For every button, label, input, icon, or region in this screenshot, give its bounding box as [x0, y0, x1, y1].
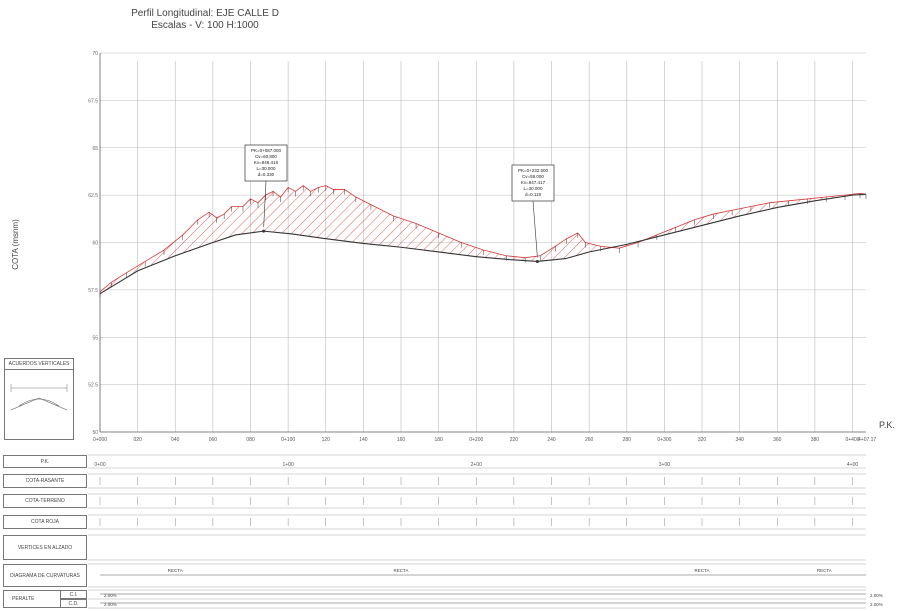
x-tick-label: 320: [698, 437, 707, 443]
data-table: 0+00 1+00 2+00 3+00 4+00 RECTA RECTA RECTA RECTA…: [88, 454, 883, 609]
table-pk-label: 3+00: [659, 462, 670, 468]
y-tick-label: 57.5: [88, 288, 98, 294]
callout-line: Cv=59.000: [522, 174, 544, 179]
y-tick-label: 70: [92, 51, 98, 57]
callout-leader: [263, 180, 267, 228]
callout-leader: [532, 200, 538, 258]
hatch-layer: [100, 185, 866, 294]
vertical-curve-point: [262, 229, 266, 233]
grade-line: [99, 193, 867, 295]
series-layer: [99, 185, 867, 297]
table-pk-label: 1+00: [282, 462, 293, 468]
x-tick-label: 380: [811, 437, 820, 443]
legend-title: ACUERDOS VERTICALES: [5, 359, 73, 370]
callout-line: Kv=946.416: [254, 160, 279, 165]
vertical-curve-point: [535, 259, 539, 263]
x-tick-label: 280: [623, 437, 632, 443]
vertical-curve-callout: [511, 164, 555, 202]
title-line-2: Escalas - V: 100 H:1000: [151, 20, 259, 31]
row-label-pk: P.K.: [3, 455, 87, 468]
peralte-value: 2.00%: [104, 593, 117, 598]
drawing-title: Perfil Longitudinal: EJE CALLE D Escalas…: [100, 8, 310, 32]
curvature-label: RECTA: [817, 568, 832, 573]
x-tick-label: 0+200: [469, 437, 483, 443]
curvature-label: RECTA: [695, 568, 710, 573]
table-pk-label: 0+00: [94, 462, 105, 468]
x-tick-label: 040: [171, 437, 180, 443]
peralte-label: PERALTE: [12, 596, 35, 602]
vertical-curves-legend: ACUERDOS VERTICALES: [4, 358, 74, 440]
table-pk-label: 4+00: [847, 462, 858, 468]
row-label-terreno: COTA-TERRENO: [3, 494, 87, 508]
vertical-curve-callout: [244, 144, 288, 182]
x-tick-label: 180: [434, 437, 443, 443]
x-tick-label: 060: [209, 437, 218, 443]
x-tick-label: 0+400: [845, 437, 859, 443]
y-tick-label: 55: [92, 335, 98, 341]
x-tick-label: 240: [547, 437, 556, 443]
callout-layer: PK=0+087.000Cv=60.800Kv=946.416L=30.000d…: [244, 144, 555, 263]
y-tick-label: 60: [92, 241, 98, 247]
x-axis-label: P.K.: [879, 420, 895, 430]
y-tick-label: 62.5: [88, 193, 98, 199]
x-tick-label: 140: [359, 437, 368, 443]
row-label-curvaturas: DIAGRAMA DE CURVATURAS: [3, 564, 87, 587]
grid-layer: 50 52.5 55 57.5 60 62.5 65 67.5 70 0+000 020 040 060…: [88, 51, 876, 443]
x-tick-label: 020: [133, 437, 142, 443]
x-tick-label: 0+000: [93, 437, 107, 443]
curvature-label: RECTA: [168, 568, 183, 573]
x-tick-label: 080: [246, 437, 255, 443]
x-tick-label: 360: [773, 437, 782, 443]
peralte-value: 2.00%: [870, 602, 883, 607]
callout-line: L=30.000: [257, 166, 276, 171]
x-end-label: 4+07.17: [858, 437, 876, 443]
x-tick-label: 260: [585, 437, 594, 443]
x-tick-label: 220: [510, 437, 519, 443]
row-label-cota-roja: COTA ROJA: [3, 515, 87, 529]
peralte-value: 2.00%: [870, 593, 883, 598]
callout-line: PK=0+087.000: [251, 148, 282, 153]
cut-fill-hatch: [100, 185, 866, 294]
x-tick-label: 0+300: [657, 437, 671, 443]
peralte-value: 2.00%: [104, 602, 117, 607]
callout-line: L=30.000: [524, 186, 543, 191]
x-tick-label: 160: [397, 437, 406, 443]
callout-line: PK=0+232.500: [518, 168, 549, 173]
y-tick-label: 52.5: [88, 383, 98, 389]
y-tick-label: 67.5: [88, 98, 98, 104]
peralte-cd-label: C.D.: [60, 599, 87, 608]
x-tick-label: 0+100: [281, 437, 295, 443]
x-tick-label: 340: [735, 437, 744, 443]
table-pk-label: 2+00: [471, 462, 482, 468]
y-tick-label: 65: [92, 146, 98, 152]
callout-line: d=0.119: [525, 192, 542, 197]
x-tick-label: 120: [322, 437, 331, 443]
callout-line: Cv=60.800: [255, 154, 277, 159]
legend-diagram: [10, 384, 68, 411]
peralte-ci-label: C.I.: [60, 590, 87, 599]
y-tick-label: 50: [92, 430, 98, 436]
title-line-1: Perfil Longitudinal: EJE CALLE D: [131, 8, 279, 19]
curvature-label: RECTA: [394, 568, 409, 573]
row-label-vertices: VERTICES EN ALZADO: [3, 535, 87, 560]
row-label-rasante: COTA-RASANTE: [3, 474, 87, 488]
callout-line: Kv=947.417: [521, 180, 546, 185]
callout-line: d=0.330: [258, 172, 275, 177]
